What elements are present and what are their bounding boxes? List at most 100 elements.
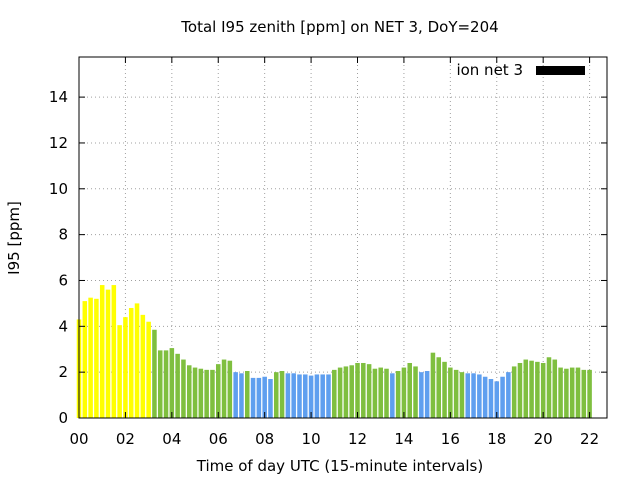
bar [239,373,244,418]
x-tick-label: 04 [162,430,181,448]
bar [233,372,238,418]
x-tick-label: 18 [487,430,506,448]
y-axis-label: I95 [ppm] [5,201,23,275]
bar [465,373,471,418]
x-tick-label: 12 [348,430,367,448]
bar [552,359,558,418]
bar [146,321,151,418]
bar [355,362,360,418]
bar [535,361,540,418]
bar [343,366,349,418]
y-tick-label: 8 [58,226,68,244]
bar [140,314,146,418]
grid [79,57,607,418]
bar [163,350,169,418]
legend: ion net 3 [456,61,585,79]
bar [337,367,343,418]
plot-frame [78,56,608,419]
bar [558,367,563,418]
bar [477,374,482,418]
bar [204,369,209,418]
x-tick-label: 02 [116,430,135,448]
bar [250,377,256,418]
bar [436,357,441,418]
bar [314,374,320,418]
bar [361,362,366,418]
bar [378,367,383,418]
bar [134,303,140,418]
bar [540,362,546,418]
bar [198,368,204,418]
x-axis-label: Time of day UTC (15-minute intervals) [196,457,483,475]
bar [192,367,198,418]
y-tick-label: 2 [58,363,68,381]
bar [395,371,401,418]
bar [390,373,395,418]
bar [523,359,529,418]
x-tick-label: 22 [580,430,599,448]
bar [424,371,430,418]
bar [587,369,592,418]
bar [94,298,99,418]
bar [221,359,227,418]
bar [99,285,105,418]
bar [569,367,575,418]
bar [506,372,511,418]
bar [268,379,273,418]
bar [517,362,523,418]
bar [430,352,436,418]
bar [308,375,314,418]
bar [279,371,285,418]
bar [227,360,233,418]
bar [500,376,505,418]
bar [442,361,447,418]
bar [494,381,500,418]
bar [215,364,221,418]
bar [488,379,494,418]
bar [285,373,291,418]
bar [349,365,354,418]
bar [564,368,569,418]
x-tick-label: 10 [302,430,321,448]
bar [88,297,93,418]
bar [419,372,424,418]
legend-swatch [536,66,585,75]
bar [303,374,308,418]
bar [581,369,587,418]
bar [123,317,128,418]
ticks [78,57,607,419]
bar [117,325,122,418]
bar [175,353,180,418]
bar [471,373,476,418]
bar [459,372,465,418]
x-tick-label: 20 [534,430,553,448]
bar [366,364,372,418]
bar [384,368,389,418]
bar [401,367,407,418]
bar [546,357,552,418]
y-tick-label: 6 [58,271,68,289]
bar [82,301,88,418]
bars [76,285,592,418]
bar [448,367,453,418]
bar [372,368,378,418]
y-tick-label: 0 [58,409,68,427]
bar [482,376,488,418]
y-tick-label: 4 [58,317,68,335]
bar [320,374,325,418]
bar [453,369,459,418]
x-tick-label: 16 [441,430,460,448]
bar [413,366,418,418]
bar [529,360,534,418]
bar [157,350,163,418]
bar [256,377,262,418]
bar [511,366,517,418]
chart-title: Total I95 zenith [ppm] on NET 3, DoY=204 [180,18,498,36]
x-tick-label: 06 [209,430,228,448]
bar [407,362,412,418]
x-tick-label: 00 [69,430,88,448]
bar [105,289,111,418]
bar [245,371,250,418]
